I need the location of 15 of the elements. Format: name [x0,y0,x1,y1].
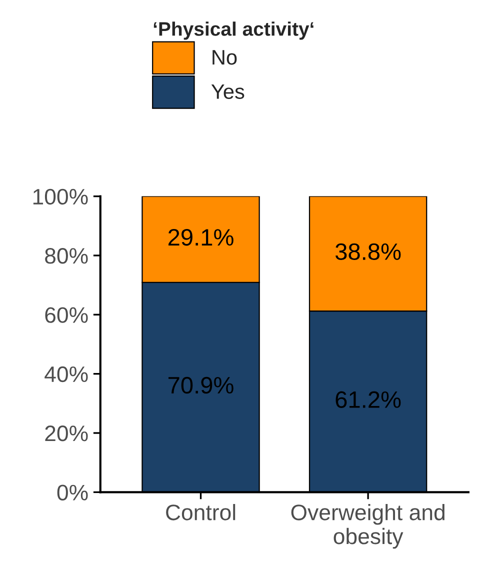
y-tick-label: 80% [45,248,88,264]
legend-label: No [212,50,237,65]
data-label: 61.2% [336,391,401,408]
x-tick-label: Control [166,504,236,520]
y-tick-label: 0% [57,484,88,500]
data-label: 70.9% [168,376,234,394]
y-tick-label: 100% [33,188,88,205]
x-tick-label: Overweight and obesity [291,504,444,549]
legend-title: ‘Physical activity‘ [154,22,314,40]
y-tick-label: 60% [45,307,88,323]
data-label: 29.1% [168,228,234,246]
data-label: 38.8% [335,243,401,260]
legend-label: Yes [211,84,244,99]
y-tick-label: 40% [44,366,88,382]
y-tick-label: 20% [45,426,88,442]
